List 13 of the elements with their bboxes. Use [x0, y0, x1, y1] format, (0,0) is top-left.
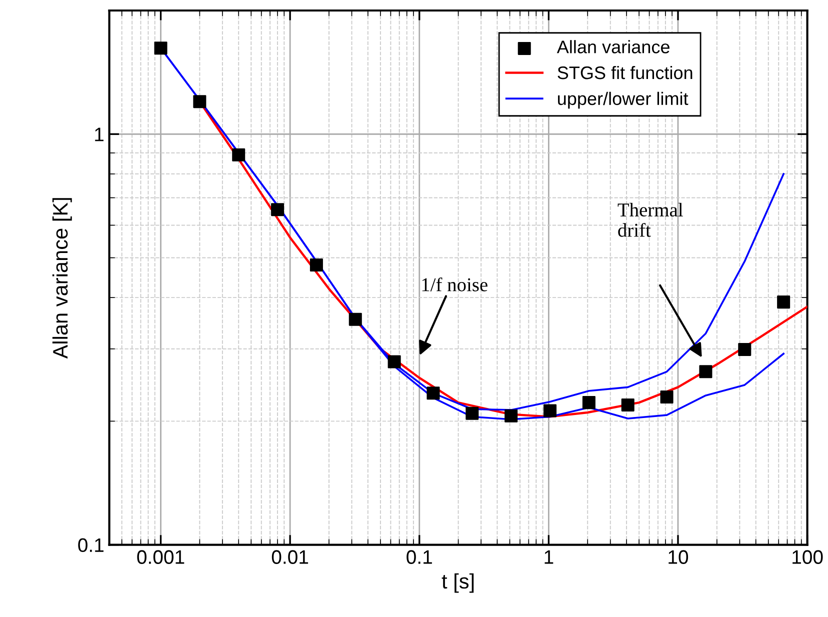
annotation: Thermal drift [618, 202, 683, 237]
legend-label: Allan variance [556, 40, 670, 54]
x-tick-label: 0.01 [272, 550, 308, 564]
legend-label: upper/lower limit [558, 92, 688, 109]
x-axis-title: t [s] [442, 573, 474, 593]
y-axis-title: Allan variance [K] [52, 198, 72, 359]
x-tick-label: 1 [544, 550, 554, 564]
annotation: 1/f noise [422, 277, 488, 292]
legend-label: STGS fit function [558, 66, 692, 80]
x-tick-label: 0.001 [137, 550, 184, 564]
x-tick-label: 100 [792, 550, 823, 564]
x-tick-label: 0.1 [406, 550, 432, 564]
x-tick-label: 10 [668, 550, 688, 564]
